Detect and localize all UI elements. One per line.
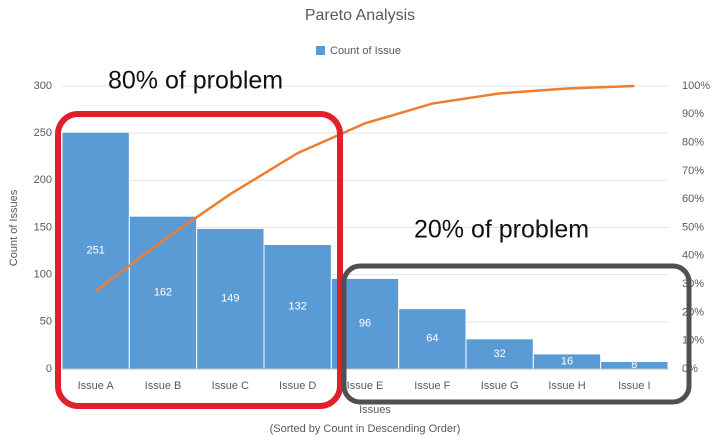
bar-value-label: 96 <box>359 318 371 330</box>
y2-tick-label: 80% <box>682 137 704 149</box>
y-tick-label: 50 <box>40 316 52 328</box>
y2-tick-label: 40% <box>682 250 704 262</box>
x-tick-label: Issue C <box>212 380 249 392</box>
y-tick-label: 0 <box>46 363 52 375</box>
y2-tick-label: 90% <box>682 108 704 120</box>
x-tick-label: Issue G <box>481 380 519 392</box>
y2-tick-label: 20% <box>682 306 704 318</box>
legend-label: Count of Issue <box>330 45 401 57</box>
y-axis-label: Count of Issues <box>8 189 20 266</box>
bar-value-label: 132 <box>288 301 306 313</box>
x-tick-label: Issue I <box>618 380 650 392</box>
y-tick-label: 250 <box>34 127 52 139</box>
y2-tick-label: 50% <box>682 221 704 233</box>
bar <box>196 227 265 370</box>
y2-tick-label: 100% <box>682 80 710 92</box>
chart-title: Pareto Analysis <box>305 7 415 24</box>
highlight-box <box>55 111 343 409</box>
annotation: 80% of problem <box>108 67 283 95</box>
bar-value-label: 32 <box>494 348 506 360</box>
cumulative-line <box>94 84 635 292</box>
x-axis-label: Issues <box>359 404 391 416</box>
bar-value-label: 149 <box>221 293 239 305</box>
annotation: 20% of problem <box>414 216 589 244</box>
y-tick-label: 100 <box>34 269 52 281</box>
bar-value-label: 64 <box>426 333 438 345</box>
legend-swatch <box>316 46 325 55</box>
x-axis-sublabel: (Sorted by Count in Descending Order) <box>270 423 461 435</box>
bar-value-label: 16 <box>561 355 573 367</box>
highlight-box <box>341 263 692 405</box>
x-tick-label: Issue D <box>279 380 316 392</box>
bar <box>263 243 332 370</box>
bar <box>398 308 467 370</box>
y-tick-label: 300 <box>34 80 52 92</box>
x-tick-label: Issue F <box>414 380 450 392</box>
bar <box>61 131 130 370</box>
y2-tick-label: 30% <box>682 278 704 290</box>
x-tick-label: Issue H <box>548 380 585 392</box>
y2-tick-label: 70% <box>682 165 704 177</box>
y2-tick-label: 10% <box>682 335 704 347</box>
y-tick-label: 150 <box>34 221 52 233</box>
y2-tick-label: 60% <box>682 193 704 205</box>
x-tick-label: Issue B <box>145 380 182 392</box>
y-tick-label: 200 <box>34 174 52 186</box>
x-tick-label: Issue A <box>78 380 115 392</box>
bar-value-label: 162 <box>154 286 172 298</box>
bar-value-label: 251 <box>86 245 104 257</box>
x-tick-label: Issue E <box>347 380 384 392</box>
bar-value-label: 8 <box>631 359 637 371</box>
